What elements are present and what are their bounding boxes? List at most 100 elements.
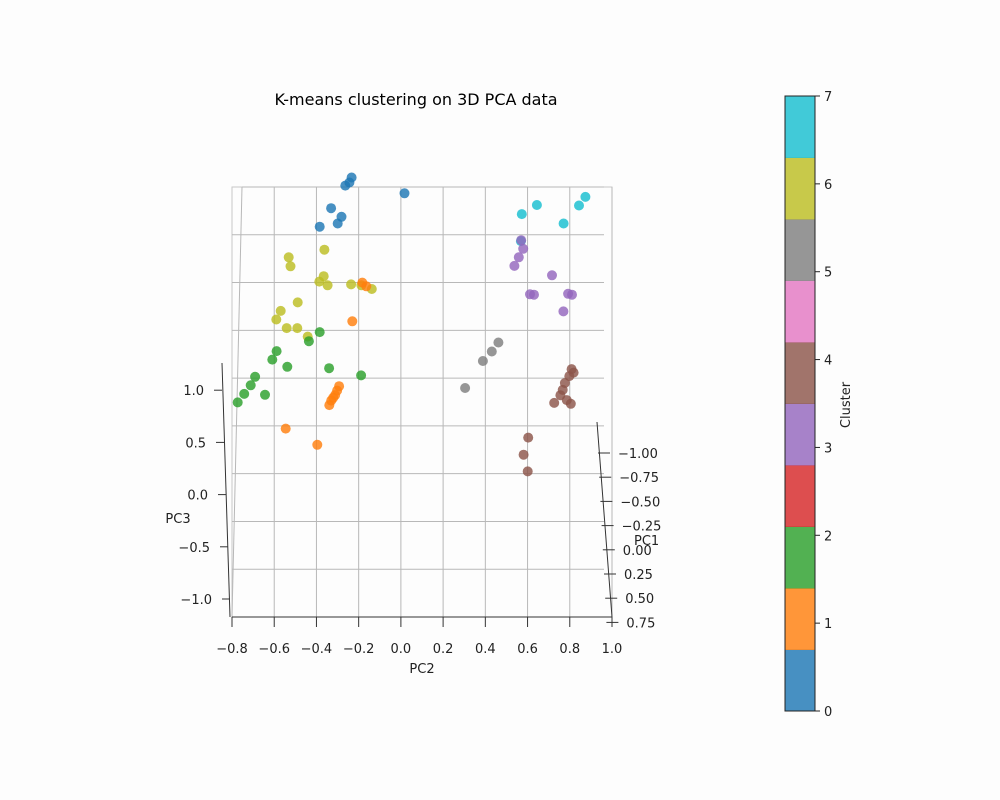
data-point	[574, 200, 584, 211]
data-point	[347, 316, 358, 327]
colorbar-segment	[785, 526, 815, 589]
data-point	[518, 243, 529, 254]
data-point	[280, 423, 291, 434]
data-point	[580, 191, 591, 202]
data-point	[281, 323, 292, 334]
y-tick-label: −0.8	[216, 642, 248, 657]
data-point	[271, 314, 282, 325]
data-point	[283, 252, 294, 263]
data-point	[356, 370, 367, 381]
z-tick-label: −0.5	[178, 541, 210, 556]
colorbar-segment	[785, 219, 815, 281]
data-point	[547, 270, 557, 281]
z-tick-label: 0.5	[185, 436, 206, 451]
colorbar-segment	[785, 280, 815, 343]
data-point	[267, 354, 278, 365]
x-tick-label: 0.00	[623, 544, 652, 559]
data-point	[346, 172, 357, 183]
x-tick-label: 0.25	[624, 568, 653, 583]
colorbar-tick-label: 2	[824, 529, 832, 544]
data-point	[561, 395, 572, 406]
data-point	[292, 323, 303, 334]
x-tick-label: −0.50	[620, 495, 660, 510]
data-point	[314, 221, 325, 232]
x-axis-label: PC1	[634, 534, 659, 549]
colorbar-frame	[784, 95, 816, 712]
y-tick-label: 0.2	[433, 642, 454, 657]
pc1-axis-line	[596, 421, 613, 618]
colorbar-label: Cluster	[839, 381, 854, 428]
y-axis-label: PC2	[409, 662, 434, 677]
data-point	[245, 380, 256, 391]
data-point	[549, 397, 560, 408]
x-tick-label: 0.75	[626, 616, 655, 631]
colorbar-segment	[785, 465, 815, 527]
data-point	[516, 209, 527, 220]
x-tick-label: −0.25	[622, 520, 662, 535]
data-point	[303, 336, 314, 347]
data-point	[522, 466, 533, 477]
grid-layer	[221, 186, 613, 618]
data-point	[531, 200, 542, 210]
x-tick-label: 0.50	[625, 592, 654, 607]
data-point	[271, 346, 282, 357]
colorbar-tick-label: 4	[824, 354, 832, 369]
data-point	[525, 289, 535, 300]
data-point	[566, 364, 577, 375]
data-point	[332, 218, 343, 229]
data-point	[346, 279, 357, 290]
data-point	[250, 371, 261, 382]
y-tick-label: −0.2	[343, 642, 375, 657]
data-point	[239, 388, 250, 399]
data-point	[324, 363, 335, 374]
colorbar-tick-label: 5	[824, 266, 832, 281]
chart-title: K-means clustering on 3D PCA data	[274, 90, 557, 109]
z-tick-label: 0.0	[187, 489, 208, 504]
colorbar-segment	[785, 588, 815, 650]
y-tick-label: −0.4	[301, 642, 333, 657]
data-point	[314, 327, 325, 338]
data-point	[319, 244, 330, 255]
data-point	[322, 280, 333, 291]
pc3-axis-line	[221, 362, 231, 618]
data-point	[292, 297, 303, 308]
data-point	[509, 260, 520, 271]
data-point	[282, 361, 293, 372]
z-tick-label: −1.0	[180, 593, 212, 608]
data-point	[326, 203, 337, 214]
colorbar-tick-label: 0	[824, 705, 832, 720]
x-tick-label: −0.75	[619, 471, 659, 486]
y-tick-label: 1.0	[602, 642, 623, 657]
x-tick-label: −1.00	[618, 447, 658, 462]
y-tick-label: 0.4	[475, 642, 496, 657]
data-point	[516, 235, 527, 246]
data-point	[523, 432, 534, 443]
data-point	[340, 180, 351, 191]
data-point	[357, 277, 368, 288]
colorbar-tick-label: 6	[824, 178, 832, 193]
data-point	[558, 218, 569, 229]
data-point	[324, 400, 335, 411]
colorbar-segment	[785, 649, 815, 712]
data-point	[260, 389, 270, 400]
colorbar-tick-label: 7	[824, 90, 832, 105]
data-point	[318, 271, 329, 282]
z-axis-label: PC3	[165, 512, 190, 527]
colorbar-segment	[785, 342, 815, 404]
data-point	[486, 346, 497, 357]
data-point	[460, 383, 471, 393]
data-point	[513, 252, 524, 263]
ticks-layer: −0.8 −0.6 −0.4 −0.2 0.0 0.2 0.4 0.6 0.8 1.0 −1.0 −0…	[178, 384, 661, 657]
data-point	[312, 439, 323, 450]
y-tick-label: 0.6	[517, 642, 538, 657]
colorbar-segment	[785, 96, 815, 158]
data-point	[558, 306, 569, 317]
colorbar: 0 1 2 3 4 5 6 7	[784, 90, 832, 720]
colorbar-tick-label: 3	[824, 441, 832, 456]
points-layer	[232, 172, 591, 477]
y-tick-label: 0.0	[391, 642, 412, 657]
data-point	[285, 261, 296, 272]
colorbar-segment	[785, 403, 815, 466]
data-point	[477, 356, 488, 366]
